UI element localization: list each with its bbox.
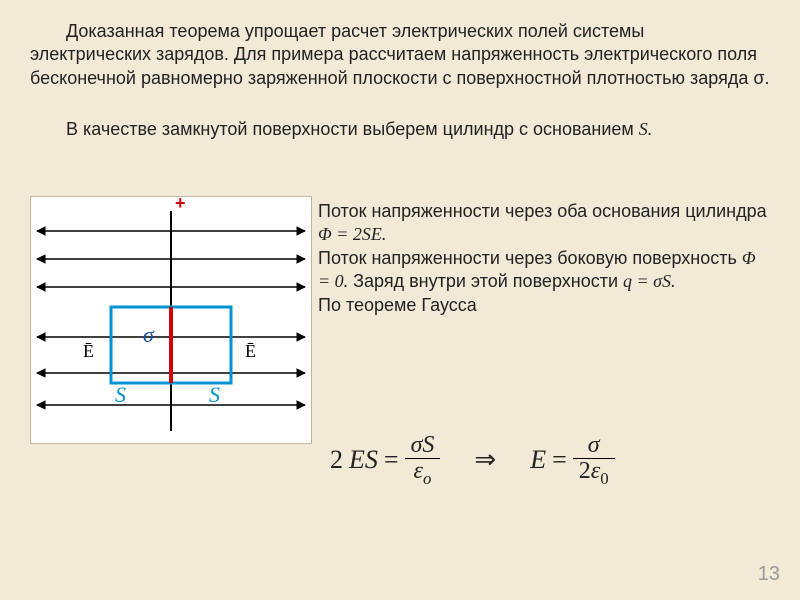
formula-row: 2ES = σS εo ⇒ E = σ 2ε0 [330,420,770,500]
paragraph-2-S: S. [639,119,653,139]
sigma-label: σ [143,322,155,347]
eq2-num: σ [588,432,600,458]
flux-side-text: Поток напряженности через боковую поверх… [318,248,742,268]
eq2-den-eps: ε [591,458,600,484]
eq2-den-2: 2 [579,458,591,484]
eq1-ES: ES [349,445,378,475]
page-number: 13 [758,563,780,586]
paragraph-2: В качестве замкнутой поверхности выберем… [30,118,770,141]
eq1-num: σS [411,432,435,458]
plus-label: + [175,197,186,213]
eq1-frac: σS εo [405,433,441,488]
eq2-den-sub: 0 [600,469,608,488]
right-text-block: Поток напряженности через оба основания … [318,200,770,317]
E-right-label: Ē [245,341,256,361]
eq1-den-sub: o [423,469,431,488]
E-left-label: Ē [83,341,94,361]
flux-bases-eq: Φ = 2SE. [318,224,386,244]
flux-bases-text: Поток напряженности через оба основания … [318,201,767,221]
equation-right: E = σ 2ε0 [530,433,614,488]
eq2-E: E [530,445,546,475]
implies-arrow: ⇒ [474,445,496,475]
S-left-label: S [115,382,126,407]
eq2-eq: = [552,445,567,475]
paragraph-1: Доказанная теорема упрощает расчет элект… [30,20,770,90]
eq1-eq: = [384,445,399,475]
diagram-container: + σ S S Ē Ē [30,196,312,444]
S-right-label: S [209,382,220,407]
eq1-den-eps: ε [414,458,423,484]
field-diagram: + σ S S Ē Ē [31,197,311,443]
charge-eq: q = σS. [623,271,676,291]
paragraph-2a: В качестве замкнутой поверхности выберем… [66,119,639,139]
charge-text: Заряд внутри этой поверхности [348,271,623,291]
equation-left: 2ES = σS εo [330,433,440,488]
gauss-line: По теореме Гаусса [318,295,477,315]
eq2-frac: σ 2ε0 [573,433,615,488]
eq1-2: 2 [330,445,343,475]
